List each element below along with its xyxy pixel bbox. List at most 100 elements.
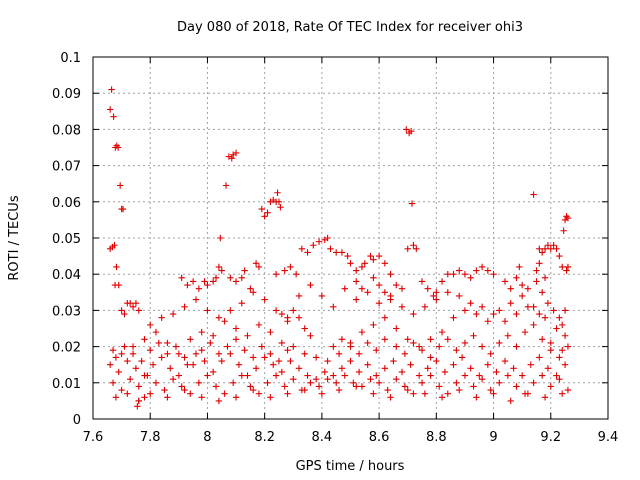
data-point xyxy=(353,296,360,303)
data-point xyxy=(427,336,434,343)
data-point xyxy=(241,267,248,274)
data-point xyxy=(401,383,409,390)
data-point xyxy=(204,281,211,289)
data-point xyxy=(393,325,400,332)
data-point xyxy=(124,357,131,365)
data-point xyxy=(453,379,460,386)
data-point xyxy=(553,325,560,332)
data-point xyxy=(129,303,137,310)
data-point xyxy=(301,325,308,332)
data-point xyxy=(496,339,503,347)
data-point xyxy=(541,245,549,253)
data-point xyxy=(473,267,480,274)
data-point xyxy=(564,263,572,271)
data-point xyxy=(559,263,566,271)
data-point xyxy=(250,386,257,394)
data-point xyxy=(375,379,383,386)
y-axis-tick-labels: 0 0.01 0.02 0.03 0.04 0.05 0.06 0.07 0.08 0.09 0.1 xyxy=(52,51,81,428)
y-tick-label: 0.06 xyxy=(52,196,81,211)
data-point xyxy=(550,242,557,249)
data-point xyxy=(418,278,426,285)
data-point xyxy=(418,379,426,386)
data-point xyxy=(564,343,572,350)
data-point xyxy=(544,242,552,249)
data-point xyxy=(490,310,497,318)
data-point xyxy=(518,281,526,289)
data-point xyxy=(450,271,457,278)
data-point xyxy=(232,325,240,332)
data-point xyxy=(195,285,203,292)
data-point xyxy=(427,372,434,379)
data-point xyxy=(424,365,431,372)
data-point xyxy=(198,394,205,401)
data-point xyxy=(264,209,271,216)
data-point xyxy=(161,386,168,394)
data-point xyxy=(458,354,466,361)
data-point xyxy=(358,285,366,292)
data-point xyxy=(141,336,148,343)
data-point xyxy=(181,354,188,361)
data-point xyxy=(121,343,128,350)
data-point xyxy=(332,379,340,386)
data-point xyxy=(335,350,343,358)
data-point xyxy=(375,281,383,289)
data-point xyxy=(224,343,231,350)
data-point xyxy=(404,386,411,394)
data-point xyxy=(324,357,331,365)
data-point xyxy=(158,354,165,361)
data-point xyxy=(518,372,526,379)
data-point xyxy=(189,361,197,368)
data-point xyxy=(478,263,486,271)
data-point xyxy=(435,383,443,390)
data-point xyxy=(501,278,509,285)
data-point xyxy=(238,299,245,307)
data-point xyxy=(370,274,377,282)
data-point xyxy=(421,390,429,397)
data-point xyxy=(184,281,191,289)
data-point xyxy=(113,263,120,271)
data-point xyxy=(403,126,410,133)
axis-ticks xyxy=(92,56,609,420)
data-point xyxy=(172,343,180,350)
data-point xyxy=(209,278,217,285)
data-point xyxy=(553,372,560,379)
data-point xyxy=(274,189,281,196)
data-point xyxy=(275,198,283,205)
data-point xyxy=(384,386,391,394)
data-point xyxy=(410,339,417,347)
data-point xyxy=(438,278,446,285)
data-point xyxy=(476,372,483,379)
data-point xyxy=(147,321,154,329)
data-point xyxy=(541,314,549,321)
data-point xyxy=(112,354,120,361)
data-point xyxy=(195,379,203,386)
data-point xyxy=(178,383,185,390)
data-point xyxy=(473,394,480,401)
data-point xyxy=(221,390,228,397)
data-point xyxy=(456,386,463,394)
data-point xyxy=(209,368,217,376)
data-point xyxy=(518,292,526,300)
data-point xyxy=(215,397,223,405)
data-point xyxy=(393,375,400,383)
data-point xyxy=(227,274,234,282)
x-tick-label: 8.8 xyxy=(426,430,447,445)
data-point xyxy=(341,285,348,292)
data-point xyxy=(364,339,371,347)
data-point xyxy=(126,375,134,383)
data-point xyxy=(187,336,194,343)
data-point xyxy=(312,375,320,383)
data-point xyxy=(504,372,512,379)
data-point xyxy=(347,343,354,350)
data-point xyxy=(338,365,346,372)
data-point xyxy=(129,343,137,350)
data-point xyxy=(341,372,348,379)
data-point xyxy=(181,303,188,310)
data-point xyxy=(401,350,409,358)
data-point xyxy=(410,242,417,249)
data-point xyxy=(189,278,197,285)
x-tick-label: 9.4 xyxy=(598,430,619,445)
data-point xyxy=(473,310,480,318)
data-point xyxy=(295,292,303,300)
data-point xyxy=(116,182,124,189)
